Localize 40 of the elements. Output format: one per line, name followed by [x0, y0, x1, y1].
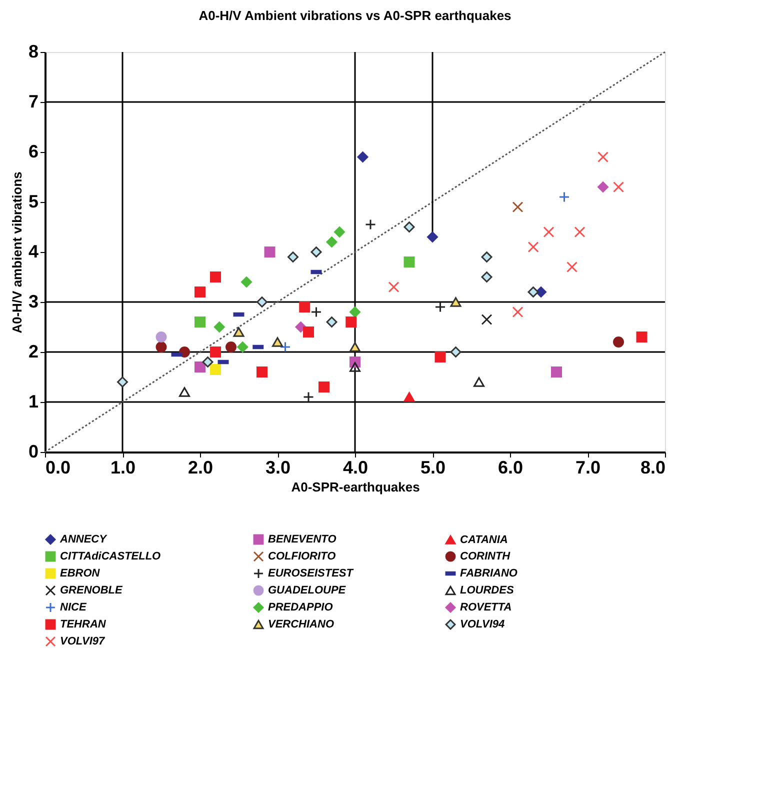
y-tick-label: 8	[28, 42, 38, 62]
legend-label: BENEVENTO	[268, 534, 337, 546]
x-tick-label: 3.0	[265, 458, 291, 478]
x-axis-title: A0-SPR-earthquakes	[291, 480, 420, 494]
x-tick-label: 8.0	[640, 458, 666, 478]
legend-label: EUROSEISTEST	[268, 568, 354, 580]
y-tick-label: 4	[28, 242, 38, 262]
legend-label: CATANIA	[460, 534, 508, 546]
x-tick-label: 0.0	[46, 458, 71, 478]
legend-label: EBRON	[60, 568, 101, 580]
y-axis-title: A0-H/V ambient vibrations	[9, 172, 24, 334]
legend-label: COLFIORITO	[268, 550, 336, 562]
y-tick-label: 5	[28, 192, 38, 212]
legend-label: GUADELOUPE	[268, 584, 346, 596]
legend-label: ANNECY	[59, 534, 108, 546]
legend-label: VERCHIANO	[268, 618, 334, 630]
legend-label: PREDAPPIO	[268, 602, 334, 614]
legend-label: ROVETTA	[460, 602, 512, 614]
y-tick-label: 2	[28, 342, 38, 362]
y-tick-label: 7	[28, 92, 38, 112]
y-tick-label: 6	[28, 142, 38, 162]
x-tick-label: 7.0	[575, 458, 601, 478]
legend-label: VOLVI94	[460, 618, 505, 630]
x-tick-label: 1.0	[110, 458, 136, 478]
y-tick-label: 1	[28, 392, 38, 412]
legend-label: VOLVI97	[60, 636, 106, 648]
legend-label: NICE	[60, 602, 87, 614]
x-tick-label: 6.0	[498, 458, 524, 478]
legend-label: LOURDES	[460, 584, 514, 596]
legend-label: CORINTH	[460, 550, 512, 562]
chart-title: A0-H/V Ambient vibrations vs A0-SPR earthquakes	[198, 8, 512, 23]
x-tick-label: 5.0	[420, 458, 446, 478]
x-tick-label: 2.0	[188, 458, 214, 478]
x-tick-label: 4.0	[342, 458, 368, 478]
y-tick-label: 0	[28, 442, 38, 462]
legend-label: FABRIANO	[460, 568, 518, 580]
y-tick-label: 3	[28, 292, 38, 312]
legend-label: TEHRAN	[60, 618, 107, 630]
legend-label: CITTAdiCASTELLO	[60, 550, 162, 562]
legend-label: GRENOBLE	[60, 584, 123, 596]
